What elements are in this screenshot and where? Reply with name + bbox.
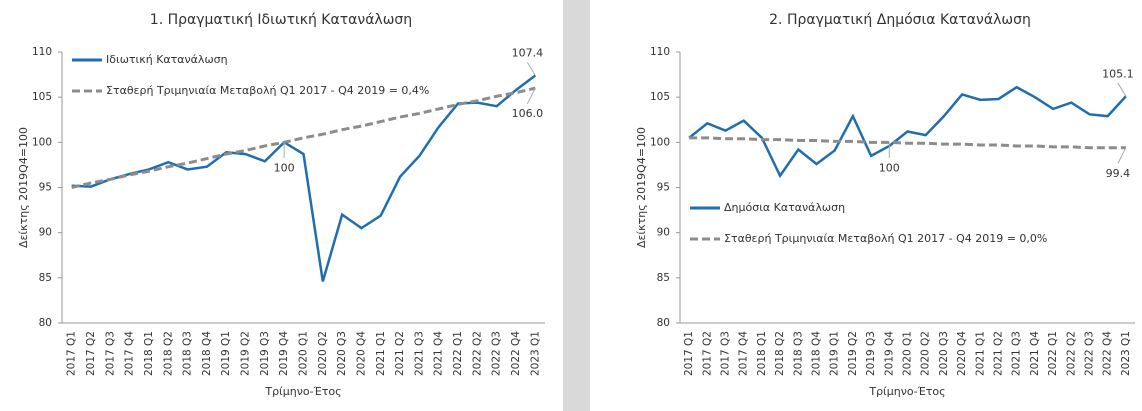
legend-label: Σταθερή Τριμηνιαία Μεταβολή Q1 2017 - Q4…	[106, 84, 429, 97]
x-tick-label: 2017 Q2	[85, 331, 97, 376]
x-tick-label: 2019 Q4	[883, 331, 895, 376]
x-tick-label: 2019 Q1	[829, 331, 841, 376]
y-tick-label: 95	[657, 182, 670, 194]
label-leader	[526, 62, 536, 76]
x-tick-label: 2023 Q1	[529, 331, 541, 376]
x-tick-label: 2018 Q2	[774, 331, 786, 376]
x-tick-label: 2021 Q2	[394, 331, 406, 376]
x-axis-title: Τρίμηνο-Έτος	[868, 385, 945, 398]
chart-title: 2. Πραγματική Δημόσια Κατανάλωση	[769, 12, 1031, 28]
y-axis-title: Δείκτης 2019Q4=100	[17, 127, 30, 248]
data-label: 99.4	[1106, 167, 1131, 180]
data-label: 100	[879, 161, 900, 174]
x-tick-label: 2017 Q1	[683, 331, 695, 376]
x-tick-label: 2022 Q3	[491, 331, 503, 376]
x-axis-title: Τρίμηνο-Έτος	[264, 385, 341, 398]
data-label: 100	[274, 161, 295, 174]
x-tick-label: 2018 Q4	[201, 331, 213, 376]
label-leader	[1117, 82, 1127, 97]
x-tick-label: 2018 Q3	[182, 331, 194, 376]
y-tick-label: 110	[650, 46, 670, 58]
x-tick-label: 2020 Q1	[902, 331, 914, 376]
data-label: 105.1	[1102, 67, 1134, 80]
y-tick-label: 80	[657, 317, 670, 329]
x-tick-label: 2017 Q2	[701, 331, 713, 376]
x-tick-label: 2017 Q1	[66, 331, 78, 376]
y-tick-label: 100	[32, 136, 52, 148]
x-tick-label: 2017 Q4	[124, 331, 136, 376]
y-tick-label: 100	[650, 136, 670, 148]
x-tick-label: 2020 Q2	[920, 331, 932, 376]
x-tick-label: 2021 Q1	[974, 331, 986, 376]
x-tick-label: 2019 Q3	[865, 331, 877, 376]
x-tick-label: 2021 Q1	[375, 331, 387, 376]
x-tick-label: 2022 Q2	[1065, 331, 1077, 376]
x-tick-label: 2019 Q2	[847, 331, 859, 376]
legend-label: Σταθερή Τριμηνιαία Μεταβολή Q1 2017 - Q4…	[724, 232, 1047, 245]
line	[71, 74, 537, 282]
y-tick-label: 105	[32, 91, 52, 103]
x-tick-label: 2019 Q2	[240, 331, 252, 376]
separator	[563, 0, 590, 411]
x-tick-label: 2021 Q2	[993, 331, 1005, 376]
x-tick-label: 2017 Q3	[720, 331, 732, 376]
x-tick-label: 2021 Q3	[413, 331, 425, 376]
x-tick-label: 2020 Q3	[938, 331, 950, 376]
y-tick-label: 85	[657, 272, 670, 284]
y-axis-title: Δείκτης 2019Q4=100	[635, 127, 648, 248]
y-tick-label: 80	[39, 317, 52, 329]
x-tick-label: 2021 Q4	[1029, 331, 1041, 376]
x-tick-label: 2017 Q3	[104, 331, 116, 376]
label-leader	[526, 87, 536, 104]
x-tick-label: 2021 Q3	[1011, 331, 1023, 376]
x-tick-label: 2023 Q1	[1120, 331, 1132, 376]
data-label: 106.0	[512, 107, 544, 120]
y-tick-label: 95	[39, 182, 52, 194]
x-tick-label: 2020 Q3	[336, 331, 348, 376]
y-tick-label: 90	[39, 227, 52, 239]
y-tick-label: 105	[650, 91, 670, 103]
x-tick-label: 2020 Q4	[355, 331, 367, 376]
legend-label: Δημόσια Κατανάλωση	[724, 201, 845, 214]
x-tick-label: 2021 Q4	[433, 331, 445, 376]
y-tick-label: 110	[32, 46, 52, 58]
x-tick-label: 2022 Q2	[471, 331, 483, 376]
data-label: 107.4	[512, 46, 544, 59]
x-tick-label: 2019 Q4	[278, 331, 290, 376]
x-tick-label: 2020 Q1	[298, 331, 310, 376]
line	[71, 86, 536, 189]
label-leader	[1117, 147, 1127, 164]
y-tick-label: 85	[39, 272, 52, 284]
x-tick-label: 2020 Q4	[956, 331, 968, 376]
x-tick-label: 2018 Q1	[756, 331, 768, 376]
x-tick-label: 2018 Q1	[143, 331, 155, 376]
x-tick-label: 2017 Q4	[738, 331, 750, 376]
x-tick-label: 2022 Q3	[1084, 331, 1096, 376]
x-tick-label: 2019 Q1	[220, 331, 232, 376]
y-tick-label: 90	[657, 227, 670, 239]
chart-title: 1. Πραγματική Ιδιωτική Κατανάλωση	[150, 12, 412, 28]
x-tick-label: 2022 Q4	[1102, 331, 1114, 376]
line	[689, 136, 1126, 150]
x-tick-label: 2018 Q4	[811, 331, 823, 376]
x-tick-label: 2019 Q3	[259, 331, 271, 376]
x-tick-label: 2018 Q2	[162, 331, 174, 376]
x-tick-label: 2022 Q1	[1047, 331, 1059, 376]
x-tick-label: 2022 Q1	[452, 331, 464, 376]
legend-label: Ιδιωτική Κατανάλωση	[106, 53, 228, 66]
x-tick-label: 2018 Q3	[792, 331, 804, 376]
x-tick-label: 2020 Q2	[317, 331, 329, 376]
line	[688, 85, 1127, 179]
x-tick-label: 2022 Q4	[510, 331, 522, 376]
